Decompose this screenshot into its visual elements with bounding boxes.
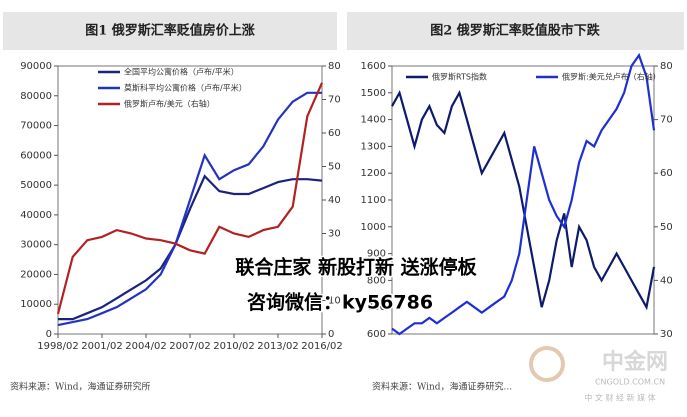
overlay-text: 咨询微信：ky56786 bbox=[247, 291, 433, 314]
y2-tick-label: 10 bbox=[328, 296, 341, 307]
y-tick-label: 70000 bbox=[20, 121, 52, 132]
y-tick-label: 800 bbox=[367, 275, 386, 286]
overlay-text: 联合庄家 新股打新 送涨停板 bbox=[235, 256, 477, 279]
title-bar bbox=[3, 12, 337, 50]
y-tick-label: 900 bbox=[367, 249, 386, 260]
y-tick-label: 0 bbox=[46, 329, 52, 340]
y2-tick-label: 60 bbox=[328, 128, 341, 139]
series-line bbox=[391, 89, 656, 311]
x-tick-label: 2004/02 bbox=[125, 341, 167, 352]
y-tick-label: 10000 bbox=[20, 299, 52, 310]
y2-tick-label: 40 bbox=[660, 275, 673, 286]
y-tick-label: 1600 bbox=[361, 61, 386, 72]
y2-tick-label: 70 bbox=[660, 115, 673, 126]
y2-tick-label: 70 bbox=[328, 95, 341, 106]
y2-tick-label: 20 bbox=[328, 262, 341, 273]
y-tick-label: 1500 bbox=[361, 88, 386, 99]
y2-tick-label: 60 bbox=[660, 168, 673, 179]
y-tick-label: 1400 bbox=[361, 115, 386, 126]
source: 资料来源：Wind，海通证券研究... bbox=[372, 381, 512, 393]
y-tick-label: 50000 bbox=[20, 180, 52, 191]
source: 资料来源：Wind，海通证券研究所 bbox=[10, 381, 151, 393]
y2-tick-label: 30 bbox=[328, 229, 341, 240]
series-line bbox=[391, 52, 656, 336]
x-tick-label: 2016/02 bbox=[301, 341, 343, 352]
logo-name: 中金网 bbox=[602, 349, 668, 375]
logo-url: CNGOLD.COM.CN bbox=[595, 378, 665, 387]
y2-tick-label: 40 bbox=[328, 195, 341, 206]
y-tick-label: 60000 bbox=[20, 150, 52, 161]
logo-icon bbox=[529, 346, 565, 382]
x-tick-label: 1998/02 bbox=[37, 341, 79, 352]
legend-label: 俄罗斯卢布/美元（右轴） bbox=[124, 99, 215, 109]
series-line bbox=[57, 91, 322, 327]
y2-tick-label: 50 bbox=[328, 162, 341, 173]
y2-tick-label: 0 bbox=[328, 329, 334, 340]
title-bar bbox=[347, 12, 684, 50]
y-tick-label: 90000 bbox=[20, 61, 52, 72]
y-tick-label: 20000 bbox=[20, 269, 52, 280]
charts: 0100002000030000400005000060000700008000… bbox=[20, 52, 673, 352]
chart-title: 图1 俄罗斯汇率贬值房价上涨 bbox=[85, 23, 255, 39]
y-tick-label: 600 bbox=[367, 329, 386, 340]
x-tick-label: 2007/02 bbox=[169, 341, 211, 352]
y-tick-label: 30000 bbox=[20, 240, 52, 251]
x-tick-label: 2001/02 bbox=[81, 341, 123, 352]
y-tick-label: 1300 bbox=[361, 141, 386, 152]
series-line bbox=[58, 174, 323, 321]
y-tick-label: 1100 bbox=[361, 195, 386, 206]
y2-tick-label: 80 bbox=[660, 61, 673, 72]
y2-tick-label: 30 bbox=[660, 329, 673, 340]
y2-tick-label: 50 bbox=[660, 222, 673, 233]
x-tick-label: 2010/02 bbox=[213, 341, 255, 352]
y2-tick-label: 80 bbox=[328, 61, 341, 72]
y-tick-label: 1200 bbox=[361, 168, 386, 179]
legend-label: 俄罗斯RTS指数 bbox=[432, 72, 487, 82]
y-tick-label: 700 bbox=[367, 302, 386, 313]
legend-label: 莫斯科平均公寓价格（卢布/平米） bbox=[124, 83, 247, 93]
legend-label: 全国平均公寓价格（卢布/平米） bbox=[124, 67, 239, 77]
chart-title: 图2 俄罗斯汇率贬值股市下跌 bbox=[430, 23, 601, 39]
y-tick-label: 40000 bbox=[20, 210, 52, 221]
series-line bbox=[56, 82, 324, 315]
logo-slogan: 中 文 财 经 新 媒 体 bbox=[584, 393, 655, 403]
x-tick-label: 2013/02 bbox=[257, 341, 299, 352]
y-tick-label: 80000 bbox=[20, 91, 52, 102]
legend-label: 俄罗斯:美元兑卢布（右轴） bbox=[562, 72, 661, 82]
y-tick-label: 1000 bbox=[361, 222, 386, 233]
